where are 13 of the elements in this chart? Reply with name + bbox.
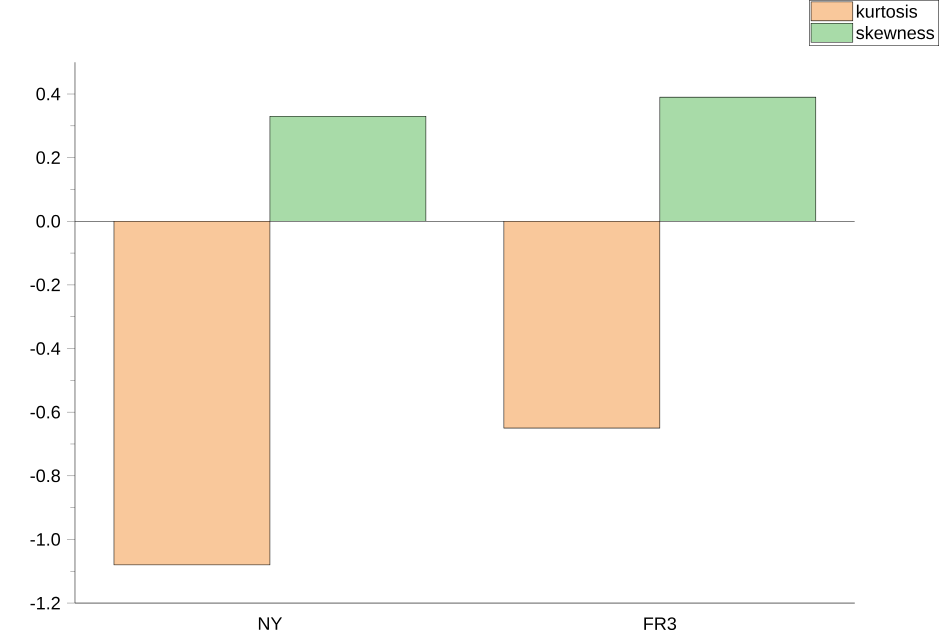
y-tick-label: -0.8	[30, 469, 60, 482]
legend-label: kurtosis	[856, 4, 918, 18]
y-tick-label: -0.6	[30, 406, 60, 419]
y-tick-label: -0.2	[30, 278, 60, 292]
y-tick-label: 0.4	[36, 88, 60, 100]
x-tick-label: NY	[258, 617, 282, 630]
y-tick-label: -0.4	[30, 342, 60, 355]
x-tick-label: FR3	[644, 617, 676, 630]
y-tick-label: 0.0	[36, 214, 60, 228]
y-tick-label: -1.2	[30, 596, 60, 610]
y-tick-label: 0.2	[36, 151, 60, 164]
y-tick-label: -1.0	[30, 533, 60, 546]
legend-label: skewness	[856, 26, 934, 40]
